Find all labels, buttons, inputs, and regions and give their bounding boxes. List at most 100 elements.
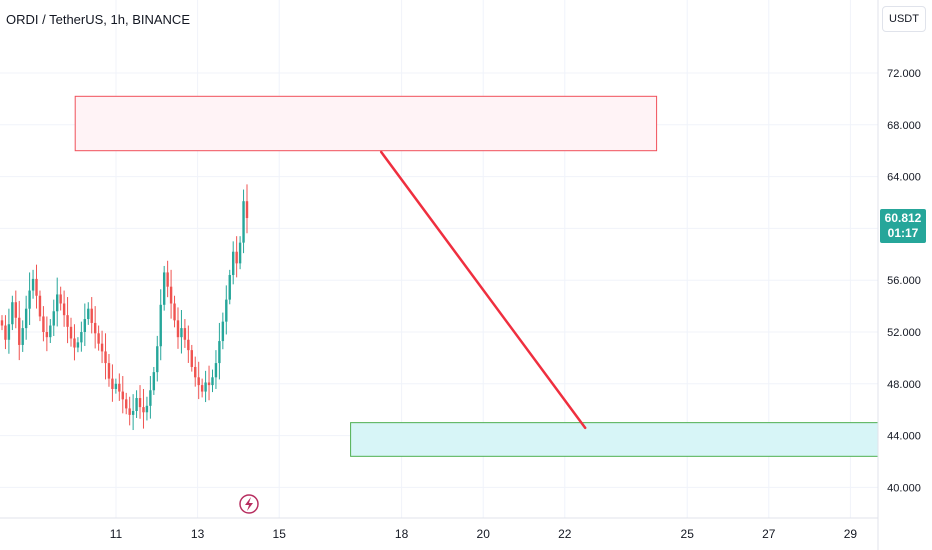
candle: [107, 354, 111, 387]
candle: [135, 390, 138, 418]
candle: [56, 277, 59, 327]
candle: [231, 241, 235, 285]
candle: [7, 308, 11, 354]
candle: [14, 290, 18, 329]
candle: [242, 189, 245, 254]
candle: [225, 285, 228, 335]
candle: [125, 392, 128, 415]
candle: [162, 265, 166, 311]
candle: [173, 295, 176, 328]
y-tick-label: 40.000: [887, 482, 921, 494]
candle: [180, 309, 183, 354]
candle: [183, 319, 187, 348]
y-tick-label: 68.000: [887, 120, 921, 132]
candle: [207, 365, 211, 401]
y-tick-label: 44.000: [887, 431, 921, 443]
candle: [121, 376, 124, 414]
candle: [31, 269, 35, 299]
symbol-title: ORDI / TetherUS, 1h, BINANCE: [6, 12, 190, 27]
x-tick-label: 13: [191, 527, 205, 541]
y-tick-label: 48.000: [887, 379, 921, 391]
y-tick-label: 64.000: [887, 172, 921, 184]
candle: [235, 236, 238, 278]
candle: [83, 303, 87, 346]
candle: [187, 325, 190, 363]
candle: [42, 306, 45, 342]
candle: [69, 317, 73, 347]
projection-arrow[interactable]: [379, 150, 587, 430]
candle: [221, 312, 225, 350]
candle: [38, 290, 42, 322]
candle: [62, 290, 66, 327]
candle: [214, 350, 218, 389]
x-tick-label: 15: [273, 527, 287, 541]
candle: [11, 295, 14, 331]
candle: [66, 297, 69, 344]
candle: [87, 302, 90, 325]
candle: [169, 269, 173, 319]
candle: [76, 337, 80, 353]
candles: [0, 184, 249, 431]
candle: [93, 306, 97, 349]
support-zone[interactable]: [350, 422, 879, 457]
candle: [45, 316, 49, 352]
x-tick-label: 25: [681, 527, 695, 541]
last-price-tag: 60.812 01:17: [880, 209, 926, 243]
candle: [24, 295, 28, 340]
candle: [190, 344, 193, 372]
candle: [145, 396, 149, 421]
candle: [100, 330, 104, 364]
candle: [52, 299, 55, 337]
candle: [131, 394, 135, 431]
candle: [194, 356, 197, 387]
candle: [228, 269, 231, 305]
candle: [138, 385, 142, 419]
candle: [114, 378, 118, 394]
candle: [197, 361, 200, 400]
candle: [18, 300, 21, 361]
candle: [149, 376, 152, 419]
candle: [166, 260, 169, 298]
countdown-timer: 01:17: [887, 226, 919, 240]
candle: [49, 319, 52, 344]
candle: [159, 289, 162, 361]
candle: [73, 324, 76, 361]
candle: [90, 297, 93, 334]
x-tick-label: 11: [110, 527, 123, 541]
lightning-icon[interactable]: [239, 494, 259, 514]
candle: [156, 335, 159, 382]
last-price-value: 60.812: [884, 211, 922, 225]
candle: [4, 315, 7, 350]
currency-button[interactable]: USDT: [882, 6, 926, 32]
x-tick-label: 27: [762, 527, 776, 541]
x-tick-label: 20: [477, 527, 491, 541]
candle: [128, 396, 131, 426]
x-tick-label: 18: [395, 527, 409, 541]
candle: [238, 236, 242, 270]
time-axis: 11 13 15 18 20 22 25 27 29: [110, 527, 858, 541]
candle: [200, 378, 204, 398]
candle: [118, 373, 121, 401]
candle: [142, 388, 145, 429]
candle: [218, 322, 221, 380]
candle: [35, 264, 38, 309]
candle: [111, 364, 114, 402]
x-tick-label: 29: [844, 527, 858, 541]
candle: [21, 320, 24, 352]
candle: [0, 315, 4, 331]
x-tick-label: 22: [558, 527, 572, 541]
candle: [59, 286, 62, 311]
candle: [211, 369, 214, 393]
price-axis: 40.00044.00048.00052.00056.00060.00064.0…: [887, 68, 921, 494]
resistance-zone[interactable]: [74, 95, 658, 152]
y-tick-label: 52.000: [887, 327, 921, 339]
candle: [97, 325, 100, 351]
candle: [245, 184, 249, 234]
candle: [152, 366, 156, 395]
candle: [204, 370, 207, 403]
candle: [104, 333, 107, 380]
y-tick-label: 72.000: [887, 68, 921, 80]
projection-layer: [379, 150, 587, 430]
y-tick-label: 56.000: [887, 275, 921, 287]
